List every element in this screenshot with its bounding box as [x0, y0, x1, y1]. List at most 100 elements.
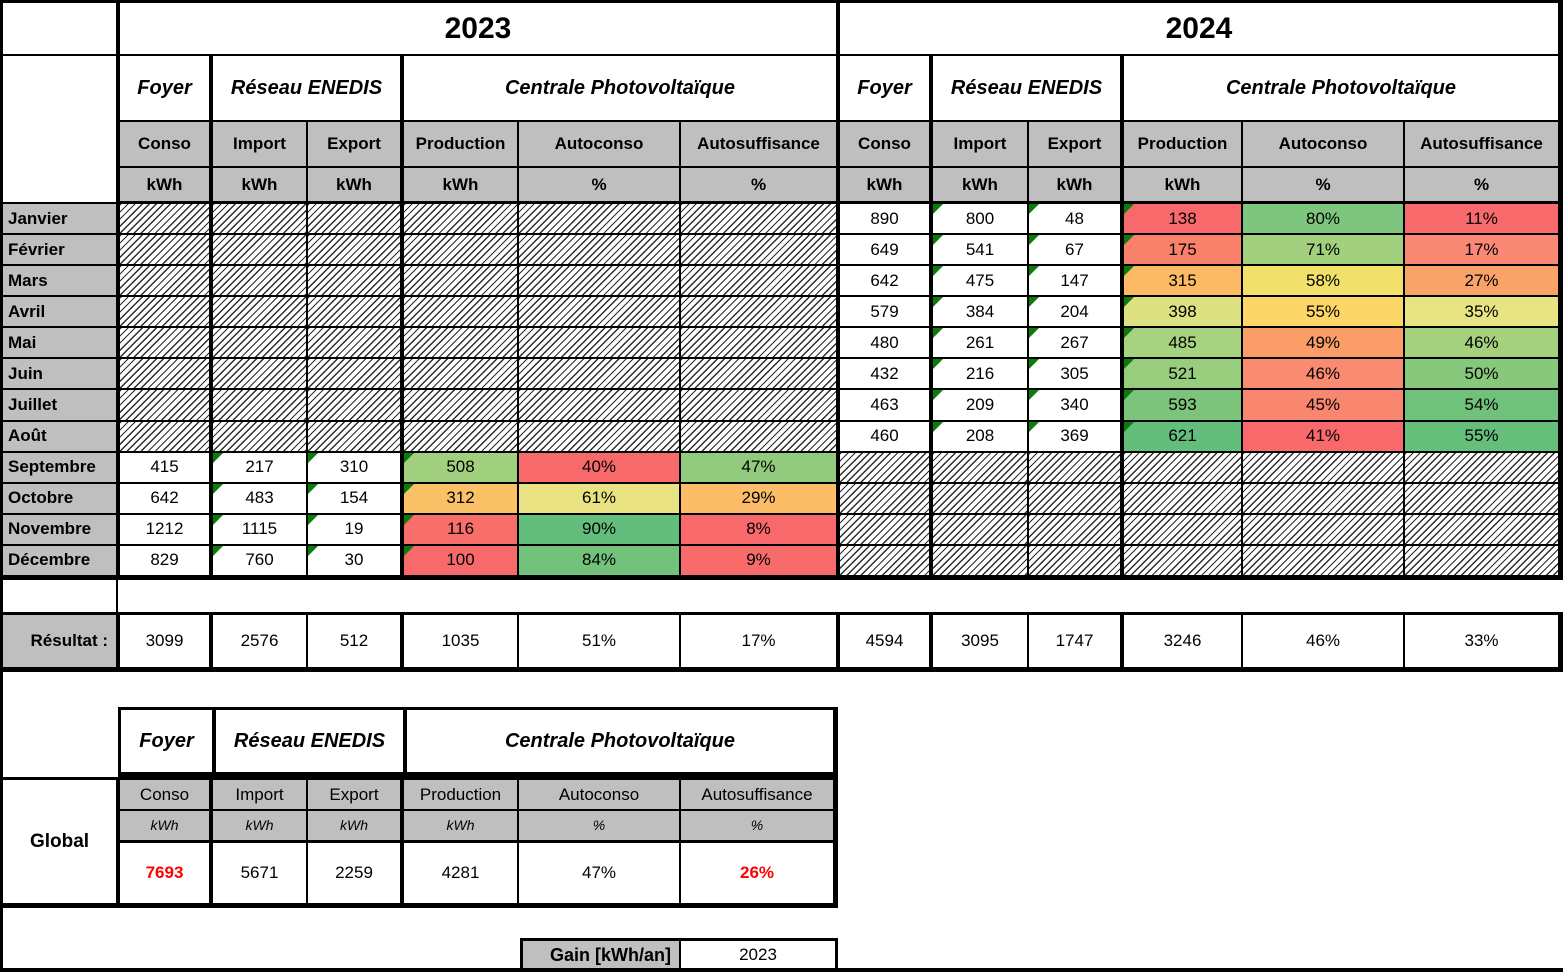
resultat-2023-export[interactable]: 512 [308, 615, 402, 669]
cell-2024-juillet-export[interactable]: 340 [1029, 390, 1122, 422]
cell-2023-septembre-autosuffisance[interactable]: 47% [681, 452, 838, 484]
hatch-cell-2024-novembre-export[interactable] [1029, 514, 1122, 546]
resultat-2024-conso[interactable]: 4594 [838, 615, 931, 669]
cell-2023-decembre-production[interactable]: 100 [402, 545, 519, 577]
cell-2024-janvier-import[interactable]: 800 [931, 204, 1029, 236]
hatch-cell-2023-janvier-autoconso[interactable] [519, 204, 681, 236]
cell-2024-fevrier-export[interactable]: 67 [1029, 235, 1122, 267]
hatch-cell-2023-janvier-import[interactable] [211, 204, 308, 236]
cell-2023-septembre-conso[interactable]: 415 [118, 452, 211, 484]
cell-2023-septembre-import[interactable]: 217 [211, 452, 308, 484]
cell-2024-janvier-autoconso[interactable]: 80% [1243, 204, 1405, 236]
cell-2023-octobre-autoconso[interactable]: 61% [519, 483, 681, 515]
hatch-cell-2023-janvier-production[interactable] [402, 204, 519, 236]
cell-2023-septembre-export[interactable]: 310 [308, 452, 402, 484]
cell-2024-juillet-conso[interactable]: 463 [838, 390, 931, 422]
hatch-cell-2024-octobre-import[interactable] [931, 483, 1029, 515]
cell-2024-fevrier-import[interactable]: 541 [931, 235, 1029, 267]
hatch-cell-2024-novembre-production[interactable] [1122, 514, 1243, 546]
hatch-cell-2024-octobre-export[interactable] [1029, 483, 1122, 515]
month-label-decembre[interactable]: Décembre [3, 545, 118, 577]
month-label-juillet[interactable]: Juillet [3, 390, 118, 422]
resultat-2024-autoconso[interactable]: 46% [1243, 615, 1405, 669]
cell-2024-juillet-production[interactable]: 593 [1122, 390, 1243, 422]
month-label-novembre[interactable]: Novembre [3, 514, 118, 546]
hatch-cell-2023-avril-import[interactable] [211, 297, 308, 329]
resultat-2024-export[interactable]: 1747 [1029, 615, 1122, 669]
hatch-cell-2024-septembre-export[interactable] [1029, 452, 1122, 484]
cell-2024-juin-autosuffisance[interactable]: 50% [1405, 359, 1560, 391]
cell-2023-septembre-autoconso[interactable]: 40% [519, 452, 681, 484]
cell-2023-decembre-autoconso[interactable]: 84% [519, 545, 681, 577]
hatch-cell-2023-juin-export[interactable] [308, 359, 402, 391]
hatch-cell-2023-aout-conso[interactable] [118, 421, 211, 453]
hatch-cell-2023-mars-export[interactable] [308, 266, 402, 298]
cell-2023-decembre-import[interactable]: 760 [211, 545, 308, 577]
cell-2023-novembre-conso[interactable]: 1212 [118, 514, 211, 546]
corner-cell[interactable] [3, 3, 118, 56]
global-value-conso[interactable]: 7693 [118, 843, 211, 905]
resultat-2023-autosuffisance[interactable]: 17% [681, 615, 838, 669]
cell-2023-decembre-export[interactable]: 30 [308, 545, 402, 577]
hatch-cell-2023-avril-export[interactable] [308, 297, 402, 329]
cell-2024-mars-autoconso[interactable]: 58% [1243, 266, 1405, 298]
hatch-cell-2023-aout-import[interactable] [211, 421, 308, 453]
cell-2024-mars-production[interactable]: 315 [1122, 266, 1243, 298]
cell-2024-fevrier-conso[interactable]: 649 [838, 235, 931, 267]
hatch-cell-2024-septembre-conso[interactable] [838, 452, 931, 484]
hatch-cell-2024-octobre-production[interactable] [1122, 483, 1243, 515]
cell-2024-mai-import[interactable]: 261 [931, 328, 1029, 360]
cell-2024-juin-import[interactable]: 216 [931, 359, 1029, 391]
cell-2023-novembre-production[interactable]: 116 [402, 514, 519, 546]
hatch-cell-2023-mars-autoconso[interactable] [519, 266, 681, 298]
hatch-cell-2024-octobre-autoconso[interactable] [1243, 483, 1405, 515]
cell-2024-mai-autosuffisance[interactable]: 46% [1405, 328, 1560, 360]
month-label-octobre[interactable]: Octobre [3, 483, 118, 515]
resultat-2023-conso[interactable]: 3099 [118, 615, 211, 669]
hatch-cell-2024-septembre-autosuffisance[interactable] [1405, 452, 1560, 484]
cell-2024-janvier-conso[interactable]: 890 [838, 204, 931, 236]
cell-2024-mars-export[interactable]: 147 [1029, 266, 1122, 298]
resultat-2024-import[interactable]: 3095 [931, 615, 1029, 669]
cell-2024-aout-export[interactable]: 369 [1029, 421, 1122, 453]
cell-2024-fevrier-autosuffisance[interactable]: 17% [1405, 235, 1560, 267]
cell-2024-juillet-autoconso[interactable]: 45% [1243, 390, 1405, 422]
hatch-cell-2024-decembre-export[interactable] [1029, 545, 1122, 577]
cell-2023-novembre-import[interactable]: 1115 [211, 514, 308, 546]
hatch-cell-2023-fevrier-autosuffisance[interactable] [681, 235, 838, 267]
cell-2023-octobre-export[interactable]: 154 [308, 483, 402, 515]
cell-2024-mai-autoconso[interactable]: 49% [1243, 328, 1405, 360]
hatch-cell-2023-fevrier-production[interactable] [402, 235, 519, 267]
cell-2024-aout-conso[interactable]: 460 [838, 421, 931, 453]
cell-2024-juin-conso[interactable]: 432 [838, 359, 931, 391]
cell-2024-janvier-production[interactable]: 138 [1122, 204, 1243, 236]
hatch-cell-2024-decembre-import[interactable] [931, 545, 1029, 577]
cell-2024-aout-production[interactable]: 621 [1122, 421, 1243, 453]
hatch-cell-2024-novembre-conso[interactable] [838, 514, 931, 546]
cell-2023-octobre-import[interactable]: 483 [211, 483, 308, 515]
hatch-cell-2023-juillet-import[interactable] [211, 390, 308, 422]
hatch-cell-2023-fevrier-autoconso[interactable] [519, 235, 681, 267]
resultat-2023-import[interactable]: 2576 [211, 615, 308, 669]
month-label-mars[interactable]: Mars [3, 266, 118, 298]
resultat-2024-production[interactable]: 3246 [1122, 615, 1243, 669]
hatch-cell-2024-decembre-production[interactable] [1122, 545, 1243, 577]
cell-2024-juillet-import[interactable]: 209 [931, 390, 1029, 422]
cell-2024-juillet-autosuffisance[interactable]: 54% [1405, 390, 1560, 422]
cell-2024-avril-export[interactable]: 204 [1029, 297, 1122, 329]
hatch-cell-2023-mai-production[interactable] [402, 328, 519, 360]
global-value-import[interactable]: 5671 [211, 843, 308, 905]
cell-2024-mai-conso[interactable]: 480 [838, 328, 931, 360]
hatch-cell-2023-mars-conso[interactable] [118, 266, 211, 298]
hatch-cell-2023-mars-import[interactable] [211, 266, 308, 298]
cell-2024-avril-autoconso[interactable]: 55% [1243, 297, 1405, 329]
hatch-cell-2023-janvier-export[interactable] [308, 204, 402, 236]
cell-2023-decembre-autosuffisance[interactable]: 9% [681, 545, 838, 577]
hatch-cell-2023-mai-import[interactable] [211, 328, 308, 360]
month-label-fevrier[interactable]: Février [3, 235, 118, 267]
hatch-cell-2023-avril-conso[interactable] [118, 297, 211, 329]
hatch-cell-2024-octobre-conso[interactable] [838, 483, 931, 515]
month-label-mai[interactable]: Mai [3, 328, 118, 360]
hatch-cell-2023-juin-conso[interactable] [118, 359, 211, 391]
cell-2024-juin-production[interactable]: 521 [1122, 359, 1243, 391]
